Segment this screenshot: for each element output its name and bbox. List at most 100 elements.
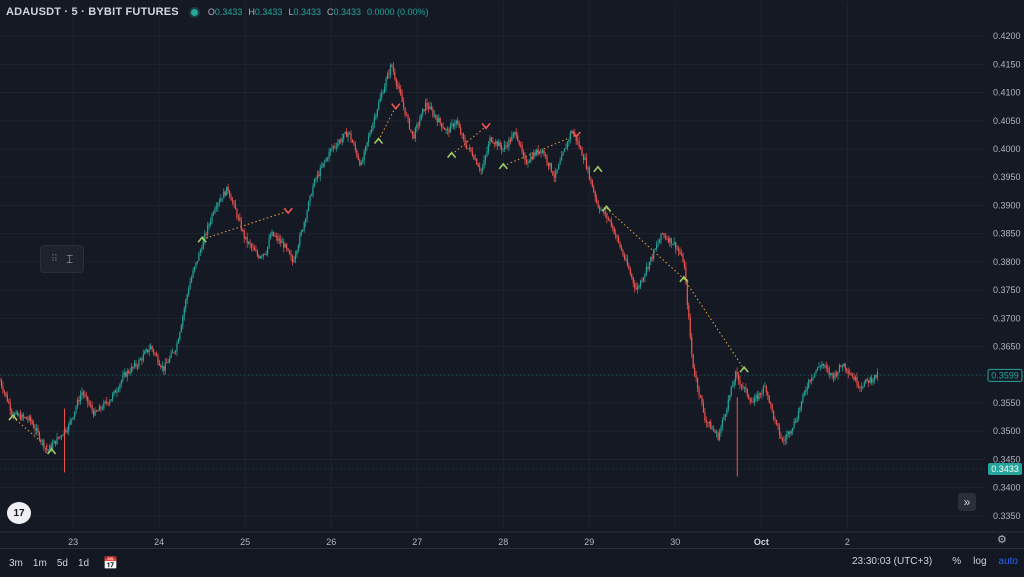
candle-body (186, 294, 188, 301)
candle-body (786, 434, 788, 440)
candle-body (53, 440, 55, 444)
candle-body (348, 132, 351, 134)
candle-body (94, 410, 96, 416)
candle-body (107, 402, 109, 404)
candle-body (770, 402, 772, 405)
candle-body (145, 349, 147, 352)
candle-body (639, 280, 642, 287)
candle-body (445, 129, 447, 130)
candle-body (255, 250, 257, 252)
y-tick-label: 0.3700 (993, 313, 1021, 323)
candle-body (401, 94, 403, 102)
time-axis[interactable]: 23 24 25 26 27 28 29 30 Oct 2 (0, 531, 1024, 547)
candle-body (392, 66, 394, 72)
candle-body (862, 386, 864, 388)
candle-body (106, 401, 108, 403)
candle-body (698, 388, 700, 396)
candle-body (705, 420, 707, 423)
scroll-to-realtime-button[interactable]: » (958, 493, 976, 511)
candle-body (625, 258, 627, 260)
y-tick-label: 0.3650 (993, 342, 1021, 352)
candle-body (296, 250, 298, 255)
candle-body (713, 428, 715, 431)
candle-body (239, 217, 241, 221)
candle-body (645, 267, 648, 274)
gear-icon[interactable]: ⚙ (997, 534, 1007, 546)
drag-handle-icon[interactable]: ⠿ (50, 253, 59, 265)
candle-body (597, 201, 599, 208)
open-value: 0.3433 (214, 7, 243, 17)
candle-body (579, 147, 582, 149)
candle-body (82, 392, 84, 396)
drawing-tool-widget[interactable]: ⠿ ⌶ (40, 245, 84, 273)
candle-body (204, 233, 206, 241)
candle-body (558, 164, 560, 170)
candle-body (673, 242, 675, 245)
candle-body (718, 432, 721, 440)
candle-body (430, 106, 433, 110)
candle-body (688, 305, 690, 318)
range-3m-button[interactable]: 3m (9, 557, 23, 569)
candle-body (524, 155, 526, 160)
clock-time[interactable]: 23:30:03 (UTC+3) (851, 556, 933, 567)
candle-body (765, 386, 767, 393)
y-tick-label: 0.3800 (993, 257, 1021, 267)
candle-body (683, 262, 686, 267)
candle-body (81, 392, 83, 396)
candle-body (692, 354, 694, 369)
log-toggle[interactable]: log (973, 556, 987, 567)
candle-body (505, 145, 507, 147)
candle-body (835, 372, 838, 376)
range-1d-button[interactable]: 1d (77, 557, 90, 569)
symbol-title[interactable]: ADAUSDT · 5 · BYBIT FUTURES (6, 6, 179, 18)
candle-body (211, 214, 213, 222)
range-5d-button[interactable]: 5d (56, 557, 68, 569)
candle-body (451, 123, 453, 125)
candle-body (14, 413, 16, 417)
low-value: 0.3433 (293, 7, 321, 17)
candle-body (506, 145, 509, 147)
candle-body (843, 363, 845, 367)
candle-body (604, 213, 607, 215)
candle-body (590, 179, 592, 180)
candle-body (25, 417, 27, 420)
candle-body (474, 158, 476, 160)
long-signal-marker (739, 365, 749, 373)
signal-line (202, 210, 289, 240)
tradingview-logo[interactable]: 17 (7, 502, 31, 524)
price-axis[interactable]: 0.4200 0.4150 0.4100 0.4050 0.4000 0.3950 0.39… (0, 0, 1024, 548)
candle-body (242, 230, 244, 231)
candle-body (97, 410, 99, 412)
candle-body (50, 445, 52, 449)
candle-body (265, 253, 267, 255)
candle-body (502, 148, 504, 150)
candle-body (468, 147, 471, 149)
candle-body (569, 132, 571, 140)
candle-body (195, 262, 197, 267)
candle-body (286, 244, 288, 249)
candle-body (493, 142, 495, 144)
candle-body (305, 219, 307, 223)
auto-toggle[interactable]: auto (998, 556, 1018, 567)
candle-body (780, 435, 782, 439)
candle-body (799, 408, 801, 411)
price-chart[interactable]: 0.4200 0.4150 0.4100 0.4050 0.4000 0.3950 0.39… (0, 0, 1024, 548)
y-tick-label: 0.3900 (993, 200, 1021, 210)
candle-body (147, 349, 149, 353)
calendar-icon[interactable]: 📅 (103, 556, 119, 570)
candle-body (173, 351, 175, 353)
range-1m-button[interactable]: 1m (32, 557, 47, 569)
candle-body (641, 280, 643, 282)
signal-lines (12, 106, 745, 452)
text-cursor-icon[interactable]: ⌶ (66, 251, 74, 266)
percent-toggle[interactable]: % (952, 556, 962, 567)
candle-body (198, 253, 200, 261)
candle-body (745, 387, 747, 389)
candle-body (560, 155, 563, 161)
candle-body (856, 377, 858, 385)
candle-body (708, 421, 710, 424)
candle-body (789, 431, 791, 434)
y-tick-label: 0.3350 (993, 511, 1021, 521)
candle-body (3, 390, 5, 393)
candle-body (704, 411, 706, 421)
